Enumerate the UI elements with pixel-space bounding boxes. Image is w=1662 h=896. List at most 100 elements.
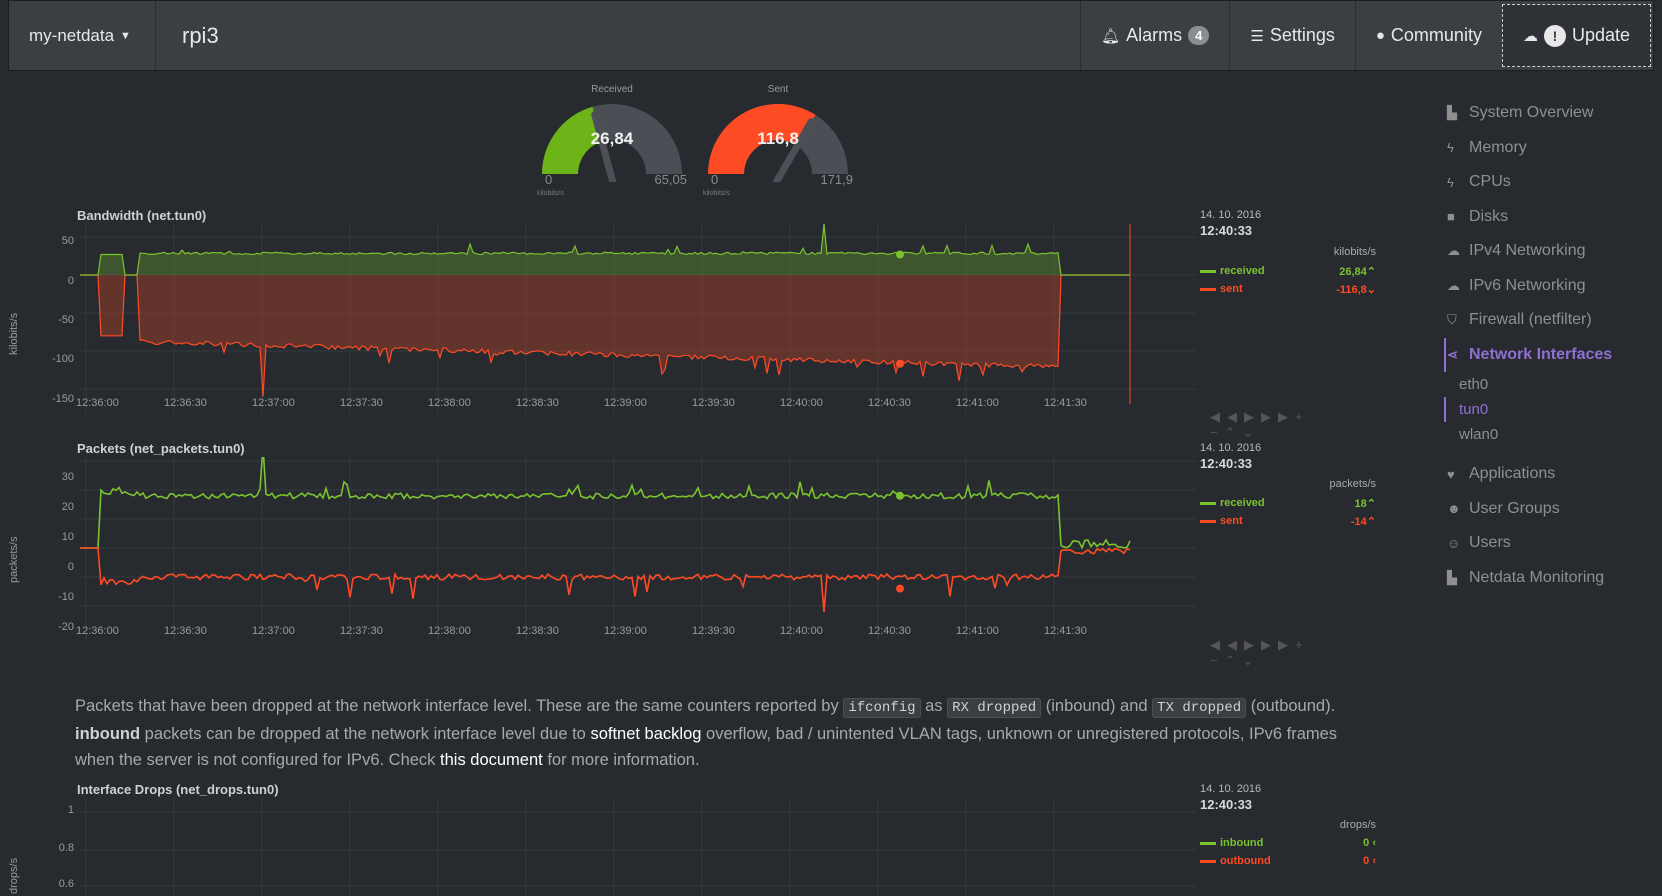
community-button[interactable]: ● Community [1354, 1, 1502, 70]
sidebar-item-memory[interactable]: ϟ Memory [1447, 138, 1527, 156]
received-area [80, 224, 1130, 275]
packets-plot[interactable] [80, 457, 1196, 641]
pan-right-icon[interactable]: ▶▶ [1261, 637, 1295, 652]
x-tick: 12:37:00 [252, 397, 295, 409]
legend-sent[interactable]: sent -14⌃ [1200, 515, 1376, 528]
share-icon: ⋖ [1447, 346, 1458, 362]
pan-left-icon[interactable]: ◀◀ [1210, 409, 1244, 424]
legend-swatch [1200, 287, 1216, 291]
sidebar-item-cpus[interactable]: ϟ CPUs [1447, 173, 1511, 191]
sliders-icon: ☰ [1250, 27, 1264, 45]
sidebar-item-user-groups[interactable]: ☻ User Groups [1447, 499, 1560, 517]
play-icon[interactable]: ▶ [1244, 409, 1261, 424]
legend-series-name: received [1220, 265, 1265, 277]
update-alert-icon: ! [1543, 24, 1566, 47]
alarms-count-badge: 4 [1188, 26, 1210, 45]
x-tick: 12:37:30 [340, 397, 383, 409]
sidebar-item-applications[interactable]: ♥ Applications [1447, 465, 1556, 483]
sidebar-subitem-wlan0[interactable]: wlan0 [1459, 426, 1499, 443]
y-tick: 10 [61, 531, 74, 543]
update-button[interactable]: ☁ ! Update [1501, 4, 1651, 67]
legend-time: 12:40:33 [1200, 797, 1253, 812]
sidebar-item-system-overview[interactable]: ▙ System Overview [1447, 104, 1594, 122]
y-tick: -100 [51, 353, 74, 365]
bandwidth-plot[interactable] [80, 224, 1196, 414]
legend-inbound[interactable]: inbound 0 ‹ [1200, 837, 1376, 849]
sidebar-item-disks[interactable]: ■ Disks [1447, 207, 1509, 225]
active-indicator [1444, 397, 1446, 422]
gauge-arc [708, 104, 848, 182]
caret-down-icon: ▼ [120, 29, 131, 42]
legend-received[interactable]: received 26,84⌃ [1200, 265, 1376, 278]
sidebar-subitem-tun0[interactable]: tun0 [1444, 397, 1662, 422]
bar-chart-icon: ▙ [1447, 569, 1457, 585]
zoom-out-icon[interactable]: − [1210, 425, 1225, 440]
x-tick: 12:38:00 [428, 625, 471, 637]
zoom-in-icon[interactable]: + [1295, 637, 1310, 652]
y-tick: -50 [58, 314, 74, 326]
community-label: Community [1390, 25, 1482, 45]
server-menu[interactable]: my-netdata ▼ [9, 1, 156, 70]
gauge-arc [542, 104, 682, 182]
legend-outbound[interactable]: outbound 0 ‹ [1200, 855, 1376, 867]
gauge-label: Sent [767, 84, 789, 95]
chart-legend: 14. 10. 2016 12:40:33 packets/s received… [1200, 442, 1376, 528]
code-tx-dropped: TX dropped [1152, 698, 1247, 718]
gauge-min: 0 [545, 172, 553, 187]
sent-area [80, 275, 1130, 397]
legend-date: 14. 10. 2016 [1200, 442, 1262, 454]
play-icon[interactable]: ▶ [1244, 637, 1261, 652]
x-tick: 12:41:30 [1044, 397, 1087, 409]
x-tick: 12:37:30 [340, 625, 383, 637]
chart-legend: 14. 10. 2016 12:40:33 kilobits/s receive… [1200, 209, 1376, 296]
y-axis-label: packets/s [8, 536, 20, 583]
legend-unit: packets/s [1329, 478, 1376, 490]
gauge-fill [542, 106, 603, 174]
this-document-link[interactable]: this document [440, 751, 543, 769]
sidebar-item-ipv4-networking[interactable]: ☁ IPv4 Networking [1447, 242, 1586, 260]
sidebar-item-netdata-monitoring[interactable]: ▙ Netdata Monitoring [1447, 568, 1605, 586]
received-line [80, 457, 1131, 550]
alarms-button[interactable]: 🔔︎ Alarms 4 [1080, 1, 1229, 70]
legend-series-name: received [1220, 497, 1265, 509]
settings-label: Settings [1269, 25, 1335, 45]
pan-left-icon[interactable]: ◀◀ [1210, 637, 1244, 652]
drops-plot[interactable] [80, 798, 1196, 896]
x-tick: 12:41:00 [956, 397, 999, 409]
sidebar-item-firewall[interactable]: ⛉ Firewall (netfilter) [1447, 311, 1592, 329]
softnet-backlog-link[interactable]: softnet backlog [590, 725, 702, 743]
user-icon: ☺ [1447, 535, 1461, 551]
received-line [80, 224, 1130, 276]
resize-icon[interactable]: ⌃⌄ [1224, 653, 1261, 668]
settings-button[interactable]: ☰ Settings [1229, 1, 1355, 70]
sent-point [896, 359, 904, 368]
legend-swatch [1200, 859, 1216, 863]
gauge-max: 171,9 [820, 172, 853, 187]
active-indicator [1444, 337, 1446, 372]
sidebar-item-network-interfaces[interactable]: ⋖ Network Interfaces [1444, 337, 1662, 373]
x-tick: 12:36:30 [164, 397, 207, 409]
gauge-fill [708, 104, 816, 174]
bar-chart-icon: ▙ [1447, 105, 1457, 121]
y-tick: -20 [58, 621, 74, 633]
resize-icon[interactable]: ⌃⌄ [1224, 425, 1261, 440]
chart-title: Interface Drops (net_drops.tun0) [77, 782, 279, 797]
zoom-in-icon[interactable]: + [1295, 409, 1310, 424]
chart-controls: ◀◀▶▶▶+−⌃⌄ [1210, 409, 1340, 441]
sent-line [80, 547, 1131, 612]
pan-right-icon[interactable]: ▶▶ [1261, 409, 1295, 424]
legend-sent[interactable]: sent -116,8⌄ [1200, 283, 1376, 296]
zoom-out-icon[interactable]: − [1210, 653, 1225, 668]
sidebar-subitem-eth0[interactable]: eth0 [1459, 376, 1489, 393]
trend-left-icon: ‹ [1372, 855, 1376, 867]
legend-time: 12:40:33 [1200, 223, 1253, 238]
trend-down-icon: ⌄ [1366, 284, 1376, 296]
legend-received[interactable]: received 18⌃ [1200, 497, 1376, 510]
y-tick: 1 [67, 804, 74, 816]
sidebar-item-ipv6-networking[interactable]: ☁ IPv6 Networking [1447, 276, 1586, 294]
y-tick: 0 [67, 561, 74, 573]
legend-swatch [1200, 841, 1216, 845]
sidebar-item-users[interactable]: ☺ Users [1447, 534, 1511, 552]
x-tick: 12:38:30 [516, 625, 559, 637]
y-tick: 0.6 [58, 878, 74, 890]
